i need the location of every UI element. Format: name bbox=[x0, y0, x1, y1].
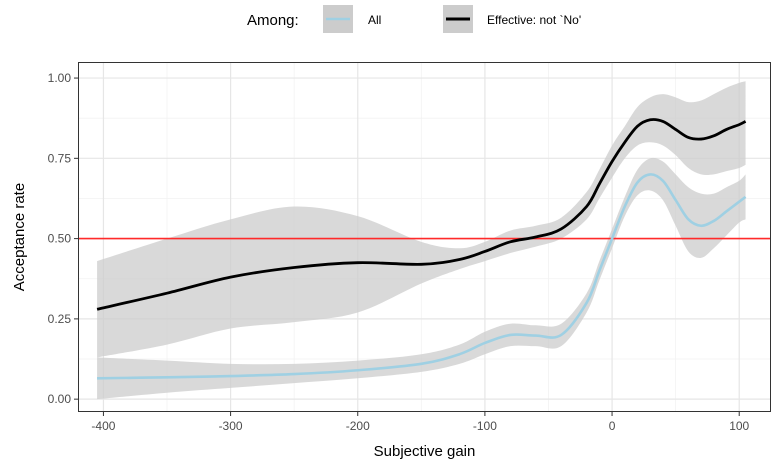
y-tick-label: 1.00 bbox=[48, 71, 72, 85]
x-tick-label: -400 bbox=[91, 419, 115, 433]
ribbon-series-0 bbox=[97, 157, 746, 400]
legend-label-0: All bbox=[368, 13, 381, 27]
x-tick-label: -100 bbox=[473, 419, 497, 433]
y-tick-label: 0.25 bbox=[48, 312, 72, 326]
x-tick-label: 100 bbox=[729, 419, 749, 433]
y-tick-label: 0.00 bbox=[48, 392, 72, 406]
x-tick-label: -300 bbox=[219, 419, 243, 433]
series-line-1 bbox=[96, 118, 747, 311]
legend-label-1: Effective: not `No' bbox=[487, 13, 581, 27]
plot-panel bbox=[78, 62, 771, 412]
ribbon-series-1 bbox=[97, 81, 746, 358]
y-tick-label: 0.75 bbox=[48, 151, 72, 165]
x-tick-label: -200 bbox=[346, 419, 370, 433]
axes: -400 -300 -200 -100 0 100 0.00 0.25 0.50 0.75 1.00 bbox=[48, 71, 750, 433]
series-line-0 bbox=[97, 173, 747, 380]
y-axis-title: Acceptance rate bbox=[11, 183, 28, 291]
legend-title: Among: bbox=[247, 12, 299, 29]
legend: Among: All Effective: not `No' bbox=[247, 5, 581, 33]
y-tick-label: 0.50 bbox=[48, 232, 72, 246]
x-axis-title: Subjective gain bbox=[374, 443, 476, 460]
x-tick-label: 0 bbox=[609, 419, 616, 433]
